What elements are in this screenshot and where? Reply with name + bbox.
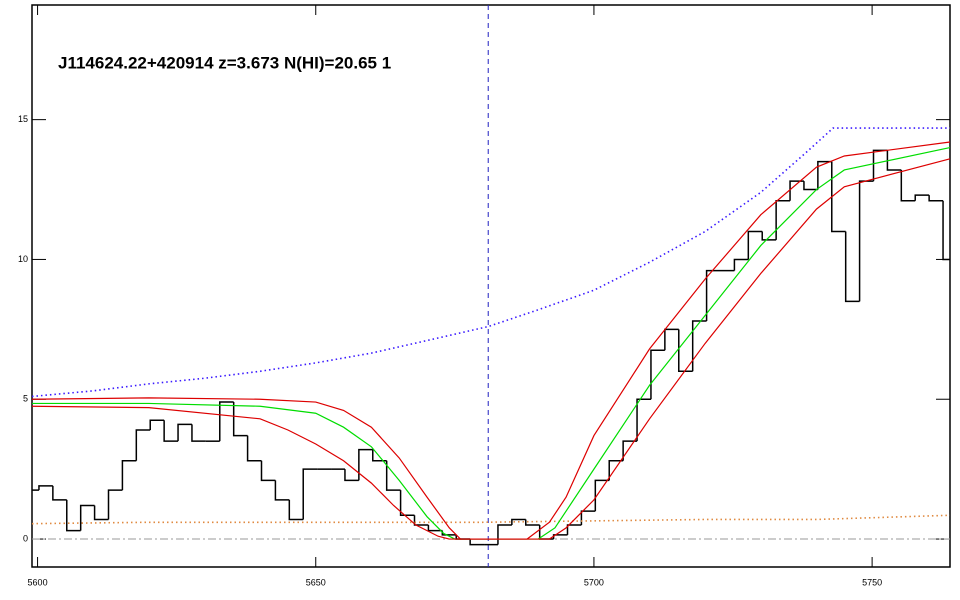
spectrum-step — [608, 460, 624, 481]
spectrum-step — [566, 524, 582, 535]
spectrum-step — [358, 448, 373, 481]
spectrum-step — [928, 195, 944, 202]
spectrum-step — [844, 231, 860, 303]
spectrum-step — [705, 269, 721, 321]
spectrum-step — [831, 161, 846, 233]
spectrum-step — [246, 435, 262, 462]
annotation: J114624.22+420914 z=3.673 N(HI)=20.65 1 — [58, 53, 391, 72]
spectrum-step — [678, 329, 693, 373]
spectrum-step — [775, 199, 791, 240]
spectrum-step — [594, 479, 610, 512]
spectrum-step — [191, 424, 206, 442]
spectrum-step — [38, 485, 53, 491]
spectrum-step — [79, 504, 95, 531]
spectrum-step — [385, 460, 401, 491]
spectrum-step — [691, 320, 707, 372]
spectrum-step — [149, 419, 165, 430]
spectrum-step — [372, 449, 387, 462]
spectrum-step — [942, 200, 950, 261]
spectrum-step — [511, 518, 526, 526]
spectrum-step — [469, 539, 485, 546]
spectrum-step — [622, 440, 638, 461]
spectrum-step — [497, 524, 512, 545]
plot-frame — [31, 4, 951, 568]
spectrum-step — [93, 505, 109, 521]
spectrum-step — [232, 402, 248, 437]
x-tick-label: 5700 — [584, 577, 604, 587]
spectrum-step — [886, 150, 902, 171]
x-tick-label: 5600 — [28, 577, 48, 587]
x-tick-label: 5650 — [306, 577, 326, 587]
x-tick-label: 5750 — [862, 577, 882, 587]
spectrum-step — [636, 398, 651, 442]
spectrum-step — [260, 460, 276, 482]
spectrum-step — [413, 515, 429, 526]
series-line — [31, 158, 951, 540]
spectrum-step — [344, 469, 359, 482]
spectrum-step — [747, 230, 763, 260]
spectrum-step — [121, 460, 137, 491]
y-tick-label: 0 — [23, 533, 28, 543]
y-tick-label: 15 — [18, 114, 28, 124]
series-line — [31, 127, 950, 398]
y-tick-label: 5 — [23, 394, 28, 404]
series-line — [31, 514, 951, 525]
spectrum-step — [177, 423, 192, 442]
spectrum-step — [858, 180, 874, 302]
spectrum-step — [66, 499, 81, 532]
spectrum-step — [163, 420, 179, 442]
spectrum-step — [525, 519, 540, 526]
spectrum-step — [399, 490, 415, 517]
spectrum-step — [803, 181, 818, 191]
spectrum-step — [274, 480, 290, 501]
spectrum-step — [427, 525, 443, 532]
spectrum-step — [302, 468, 318, 520]
spectrum-step — [914, 194, 930, 201]
spectrum-step — [733, 258, 749, 271]
spectrum-step — [52, 485, 67, 501]
spectrum-step — [817, 160, 832, 190]
spectrum-step — [552, 534, 568, 540]
spectrum-step — [761, 231, 777, 241]
spectrum-step — [219, 401, 234, 442]
y-tick-label: 10 — [18, 254, 28, 264]
spectrum-step — [288, 499, 304, 521]
spectrum-step — [900, 169, 916, 202]
spectrum-step — [135, 429, 151, 461]
spectrum-step — [107, 489, 123, 520]
